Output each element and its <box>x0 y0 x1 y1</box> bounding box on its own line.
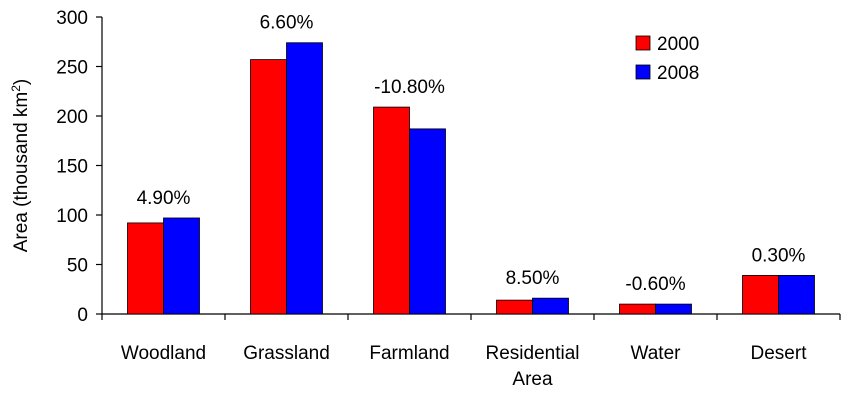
legend-swatch-2000 <box>635 35 651 51</box>
y-tick-label: 100 <box>56 206 88 227</box>
legend-label: 2008 <box>657 63 699 84</box>
x-tick-label: Woodland <box>121 343 206 364</box>
bar-2000-5 <box>742 274 779 315</box>
bar-2000-0 <box>127 222 164 315</box>
change-annotations: 4.90% 6.60% -10.80% 8.50% -0.60% 0.30% <box>137 13 806 295</box>
change-label: 8.50% <box>506 268 560 289</box>
y-axis-title-superscript: 2 <box>9 85 23 92</box>
x-tick-label: Residential <box>486 343 580 364</box>
y-axis-title-main: Area (thousand km <box>11 92 32 253</box>
legend: 2000 2008 <box>635 34 699 84</box>
bar-2000-4 <box>619 303 656 315</box>
y-axis-title-close: ) <box>11 79 32 85</box>
y-tick-label: 0 <box>77 305 88 326</box>
bar-2008-0 <box>163 217 200 315</box>
legend-swatch-2008 <box>635 64 651 80</box>
change-label: 4.90% <box>137 188 191 209</box>
x-tick-label: Area <box>512 369 553 390</box>
bars <box>127 42 815 315</box>
y-tick-label: 50 <box>67 256 88 277</box>
y-axis-title: Area (thousand km2) <box>9 79 32 253</box>
x-tick-label: Desert <box>751 343 808 364</box>
change-label: -10.80% <box>374 77 445 98</box>
change-label: 0.30% <box>752 245 806 266</box>
x-tick-label: Water <box>631 343 682 364</box>
x-tick-label: Grassland <box>243 343 330 364</box>
x-tick-label: Farmland <box>369 343 449 364</box>
bar-2000-2 <box>373 106 410 315</box>
y-axis: 0 50 100 150 200 250 300 <box>56 8 103 326</box>
bar-2008-2 <box>409 128 446 315</box>
x-axis: Woodland Grassland Farmland Residential Area… <box>101 313 841 390</box>
bar-2000-3 <box>496 299 533 315</box>
y-tick-label: 300 <box>56 8 88 29</box>
bar-2008-1 <box>286 42 323 315</box>
change-label: 6.60% <box>260 13 314 34</box>
bar-2008-3 <box>532 297 569 315</box>
change-label: -0.60% <box>625 274 685 295</box>
y-tick-label: 200 <box>56 107 88 128</box>
y-tick-label: 250 <box>56 58 88 79</box>
legend-label: 2000 <box>657 34 699 55</box>
bar-2008-5 <box>778 274 815 315</box>
bar-2000-1 <box>250 59 287 315</box>
bar-2008-4 <box>655 303 692 315</box>
y-axis-title-text: Area (thousand km2) <box>9 79 32 253</box>
y-tick-label: 150 <box>56 157 88 178</box>
